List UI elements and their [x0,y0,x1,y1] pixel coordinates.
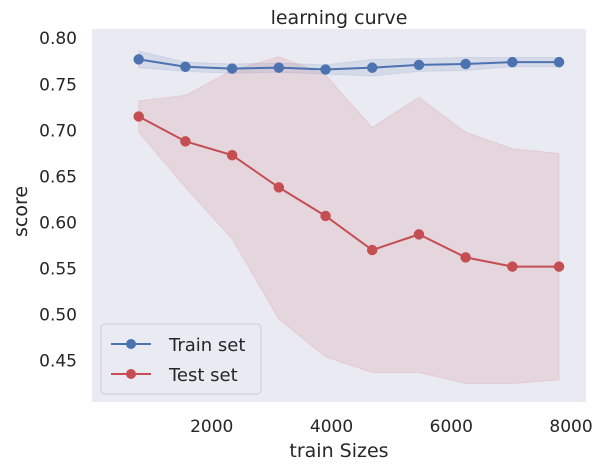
point-train-set [413,59,425,71]
point-train-set [366,62,378,73]
y-tick-label: 0.80 [39,29,77,49]
x-tick-label: 4000 [310,417,353,437]
chart-title: learning curve [271,7,408,29]
point-train-set [180,61,191,73]
y-tick-label: 0.55 [39,259,77,279]
legend-box [100,323,262,395]
x-axis-ticks: 2000 4000 6000 8000 [190,417,593,437]
y-axis-ticks: 0.45 0.50 0.55 0.60 0.65 0.70 0.75 0.80 [39,29,77,371]
band-test-set [138,56,560,385]
legend: Train set Test set [100,323,262,395]
line-test-set [138,115,560,268]
y-tick-label: 0.45 [39,352,77,372]
x-tick-label: 6000 [430,417,473,437]
point-test-set [507,261,518,272]
point-test-set [226,149,238,161]
legend-marker-test-set [126,369,136,379]
point-test-set [180,136,191,147]
x-axis-label: train Sizes [289,440,388,462]
y-axis-label: score [10,186,32,237]
point-train-set [507,56,518,68]
legend-label-test-set: Test set [168,365,238,386]
point-train-set [133,54,144,65]
y-tick-label: 0.75 [39,75,77,95]
point-test-set [366,244,378,256]
point-train-set [226,63,238,74]
x-tick-label: 2000 [190,417,233,437]
y-tick-label: 0.70 [39,121,77,141]
point-test-set [553,261,565,272]
line-train-set [138,58,560,71]
point-test-set [460,252,471,263]
legend-marker-train-set [126,339,136,349]
point-test-set [320,210,331,222]
y-tick-label: 0.50 [39,306,77,326]
y-tick-label: 0.60 [39,213,77,233]
point-train-set [553,56,565,68]
point-train-set [320,64,331,75]
series-lines [138,58,560,268]
y-tick-label: 0.65 [39,167,77,187]
point-train-set [460,58,471,70]
point-train-set [273,62,285,73]
legend-label-train-set: Train set [168,335,245,356]
point-test-set [413,229,425,240]
x-tick-label: 8000 [549,417,592,437]
point-test-set [273,182,285,193]
point-test-set [133,111,144,122]
series-markers [133,54,565,272]
